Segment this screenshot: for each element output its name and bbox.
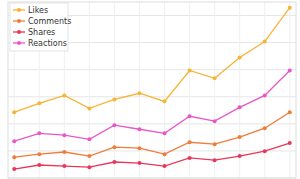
series-line <box>14 8 289 113</box>
legend-marker <box>17 30 21 34</box>
series-marker <box>238 154 242 158</box>
series-marker <box>87 165 91 169</box>
x-grid-line <box>289 2 290 178</box>
series-marker <box>288 69 292 73</box>
series-marker <box>12 155 16 159</box>
series-marker <box>263 93 267 97</box>
series-marker <box>213 119 217 123</box>
series-marker <box>263 126 267 130</box>
series-marker <box>12 167 16 171</box>
legend-label: Shares <box>28 28 55 37</box>
series-marker <box>238 105 242 109</box>
series-marker <box>12 139 16 143</box>
series-marker <box>62 150 66 154</box>
series-marker <box>163 164 167 168</box>
y-grid-line <box>8 69 296 70</box>
series-marker <box>37 152 41 156</box>
legend-marker <box>17 19 21 23</box>
series-marker <box>137 161 141 165</box>
series-marker <box>137 127 141 131</box>
series-marker <box>37 101 41 105</box>
series-marker <box>137 91 141 95</box>
series-marker <box>62 164 66 168</box>
series-marker <box>112 160 116 164</box>
series-marker <box>37 131 41 135</box>
x-grid-line <box>164 2 165 178</box>
series-marker <box>62 93 66 97</box>
series-marker <box>213 142 217 146</box>
series-marker <box>188 69 192 73</box>
chart-svg: Likes Comments Shares Reactions <box>0 0 300 179</box>
x-grid-line <box>214 2 215 178</box>
series-marker <box>112 145 116 149</box>
series-marker <box>87 154 91 158</box>
legend-marker <box>17 8 21 12</box>
series-line <box>14 143 289 169</box>
y-grid-line <box>8 123 296 124</box>
legend-label: Reactions <box>28 39 67 48</box>
series-marker <box>213 76 217 80</box>
x-grid-line <box>114 2 115 178</box>
data-group <box>12 6 291 171</box>
series-marker <box>87 137 91 141</box>
x-grid-line <box>239 2 240 178</box>
series-marker <box>112 97 116 101</box>
series-marker <box>288 6 292 10</box>
series-marker <box>137 146 141 150</box>
series-marker <box>62 133 66 137</box>
series-marker <box>288 110 292 114</box>
series-marker <box>263 149 267 153</box>
series-marker <box>112 123 116 127</box>
series-marker <box>288 141 292 145</box>
series-marker <box>263 40 267 44</box>
x-grid-line <box>189 2 190 178</box>
series-line <box>14 71 289 142</box>
series-marker <box>163 152 167 156</box>
legend-label: Comments <box>28 17 71 26</box>
series-marker <box>188 156 192 160</box>
series-marker <box>37 163 41 167</box>
chart-container: Likes Comments Shares Reactions <box>0 0 300 179</box>
series-marker <box>238 56 242 60</box>
series-marker <box>163 131 167 135</box>
x-grid-line <box>139 2 140 178</box>
plot-frame <box>8 2 296 178</box>
legend-box <box>10 3 68 51</box>
series-marker <box>188 140 192 144</box>
legend-marker <box>17 41 21 45</box>
series-marker <box>213 158 217 162</box>
x-grid-line <box>89 2 90 178</box>
series-marker <box>87 106 91 110</box>
legend: Likes Comments Shares Reactions <box>10 3 71 51</box>
legend-label: Likes <box>28 6 48 15</box>
series-marker <box>238 135 242 139</box>
series-marker <box>188 114 192 118</box>
series-marker <box>12 110 16 114</box>
series-marker <box>163 99 167 103</box>
